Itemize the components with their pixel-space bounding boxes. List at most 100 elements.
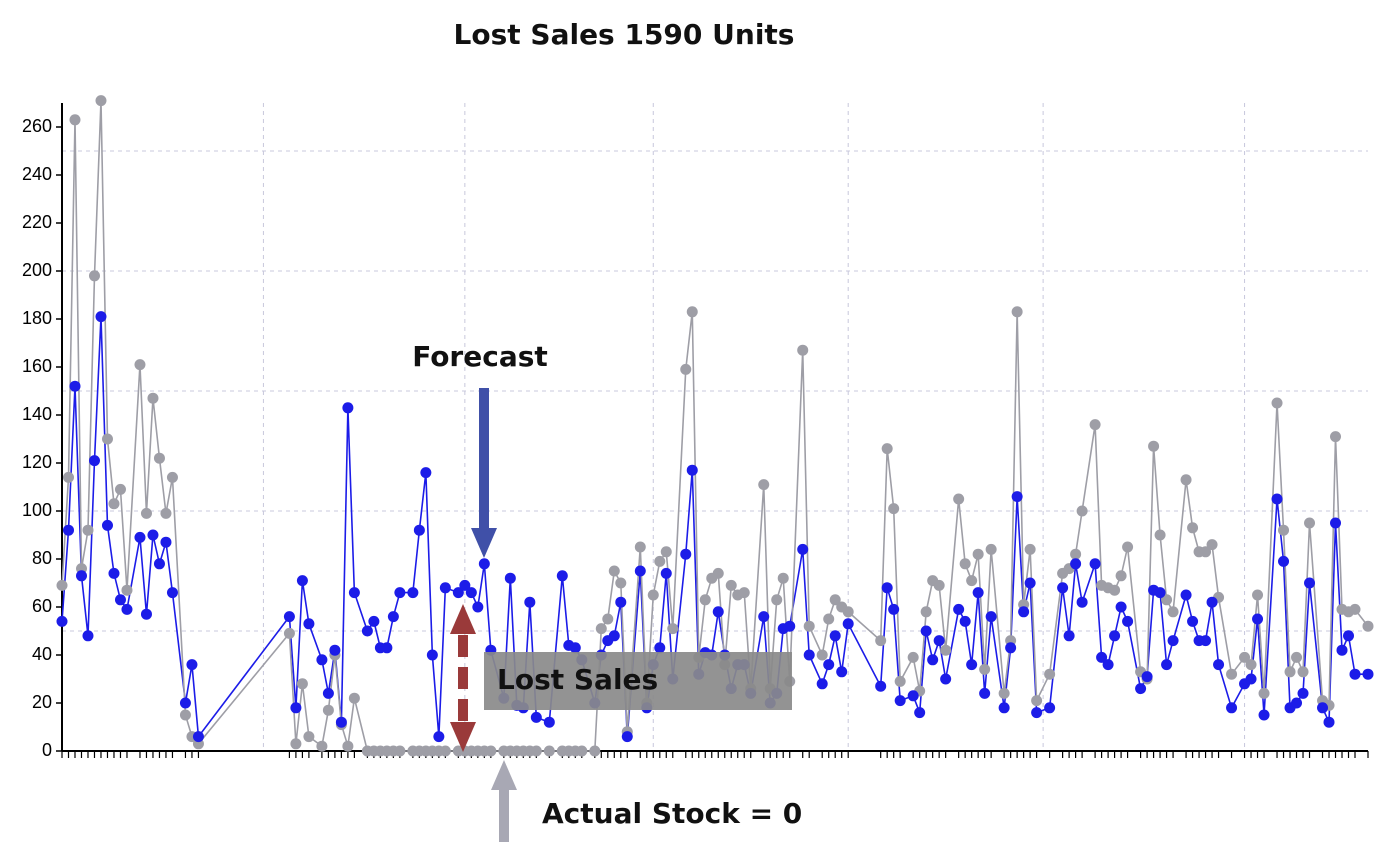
data-point: [1161, 594, 1173, 606]
data-point: [686, 306, 698, 318]
stock-arrow: [491, 760, 517, 842]
data-point: [1245, 659, 1257, 671]
data-point: [283, 611, 295, 623]
data-point: [894, 695, 906, 707]
data-point: [439, 582, 451, 594]
data-point: [738, 587, 750, 599]
data-point: [348, 692, 360, 704]
y-tick-label: 220: [22, 212, 52, 232]
data-point: [953, 603, 965, 615]
data-point: [108, 498, 120, 510]
data-point: [420, 467, 432, 479]
data-point: [725, 579, 737, 591]
data-point: [1102, 659, 1114, 671]
data-point: [95, 95, 107, 107]
data-point: [1180, 474, 1192, 486]
y-tick-label: 80: [32, 548, 52, 568]
data-point: [1252, 613, 1264, 625]
data-point: [303, 731, 315, 743]
data-point: [1330, 517, 1342, 529]
data-point: [569, 642, 581, 654]
data-point: [387, 611, 399, 623]
data-point: [803, 620, 815, 632]
data-point: [758, 479, 770, 491]
data-point: [784, 620, 796, 632]
data-point: [121, 603, 133, 615]
data-point: [1271, 397, 1283, 409]
y-tick-label: 160: [22, 356, 52, 376]
data-point: [342, 402, 354, 414]
data-point: [576, 745, 588, 757]
data-point: [777, 572, 789, 584]
chart-title: Lost Sales 1590 Units: [454, 18, 795, 51]
data-point: [82, 630, 94, 642]
data-point: [1206, 539, 1218, 551]
y-tick-label: 200: [22, 260, 52, 280]
data-point: [1239, 651, 1251, 663]
data-point: [1226, 668, 1238, 680]
data-point: [959, 558, 971, 570]
data-point: [680, 548, 692, 560]
data-point: [147, 392, 159, 404]
data-point: [875, 635, 887, 647]
data-point: [1297, 666, 1309, 678]
data-point: [82, 524, 94, 536]
data-point: [524, 596, 536, 608]
data-point: [1284, 666, 1296, 678]
data-point: [1115, 601, 1127, 613]
data-point: [608, 630, 620, 642]
data-point: [1252, 589, 1264, 601]
data-point: [712, 567, 724, 579]
data-point: [823, 613, 835, 625]
data-point: [1024, 543, 1036, 555]
data-point: [1044, 702, 1056, 714]
data-point: [348, 587, 360, 599]
data-point: [322, 687, 334, 699]
data-point: [62, 524, 74, 536]
data-point: [114, 594, 126, 606]
data-point: [153, 452, 165, 464]
data-point: [1362, 620, 1374, 632]
data-point: [1258, 709, 1270, 721]
y-tick-label: 180: [22, 308, 52, 328]
data-point: [699, 594, 711, 606]
data-point: [1096, 651, 1108, 663]
data-point: [1349, 668, 1361, 680]
data-point: [1148, 440, 1160, 452]
data-point: [303, 618, 315, 630]
data-point: [1343, 630, 1355, 642]
data-point: [329, 644, 341, 656]
data-point: [101, 519, 113, 531]
data-point: [842, 618, 854, 630]
data-point: [920, 625, 932, 637]
data-point: [543, 745, 555, 757]
data-point: [634, 541, 646, 553]
data-point: [1089, 419, 1101, 431]
data-point: [101, 433, 113, 445]
data-point: [179, 697, 191, 709]
data-point: [595, 623, 607, 635]
data-point: [1323, 716, 1335, 728]
lost-sales-box: [484, 652, 792, 710]
data-point: [927, 654, 939, 666]
data-point: [1024, 577, 1036, 589]
data-point: [1044, 668, 1056, 680]
data-point: [1031, 707, 1043, 719]
data-point: [413, 524, 425, 536]
data-point: [1206, 596, 1218, 608]
data-point: [1336, 644, 1348, 656]
data-point: [342, 740, 354, 752]
data-point: [1187, 615, 1199, 627]
data-point: [1109, 584, 1121, 596]
data-point: [316, 654, 328, 666]
data-point: [615, 577, 627, 589]
data-point: [368, 615, 380, 627]
data-point: [712, 606, 724, 618]
data-point: [998, 702, 1010, 714]
data-point: [1135, 683, 1147, 695]
data-point: [1317, 702, 1329, 714]
arrow-head: [450, 722, 476, 752]
data-point: [121, 584, 133, 596]
data-point: [875, 680, 887, 692]
